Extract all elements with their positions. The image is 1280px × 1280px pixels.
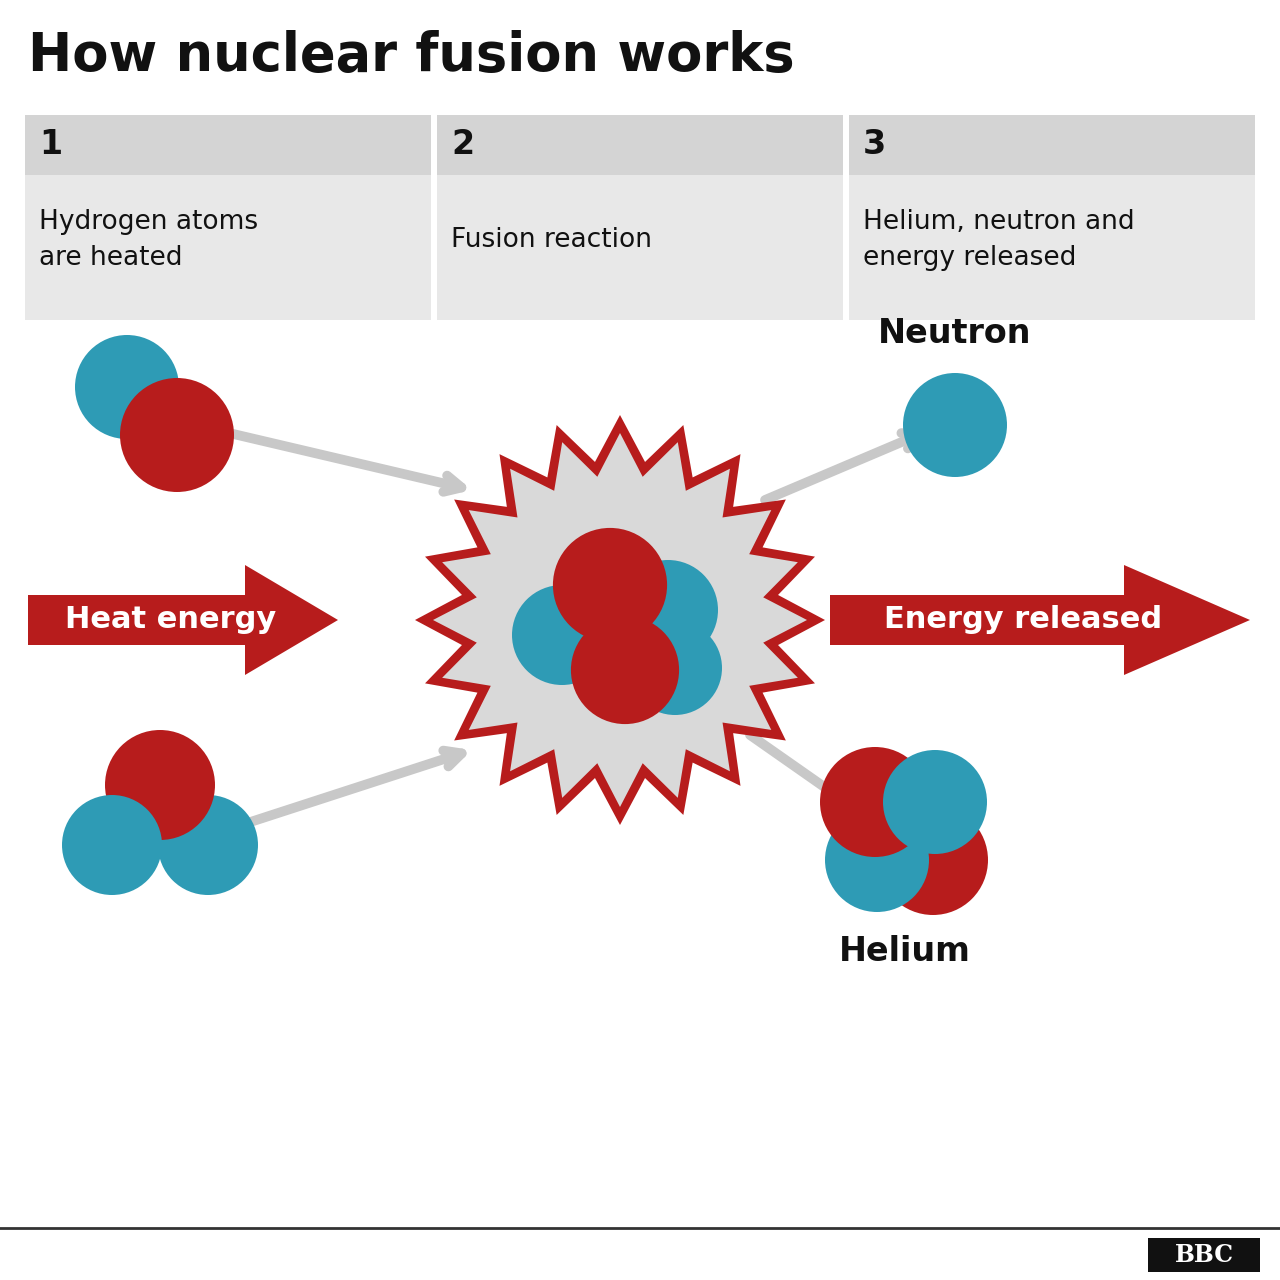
Polygon shape	[1124, 564, 1251, 675]
Text: How nuclear fusion works: How nuclear fusion works	[28, 29, 795, 82]
Text: Heat energy: Heat energy	[65, 605, 276, 635]
Text: 2: 2	[451, 128, 474, 161]
Text: BBC: BBC	[1175, 1243, 1234, 1267]
FancyBboxPatch shape	[436, 115, 844, 175]
FancyBboxPatch shape	[829, 595, 1124, 645]
Text: Energy released: Energy released	[884, 605, 1162, 635]
Circle shape	[573, 618, 677, 722]
FancyBboxPatch shape	[26, 115, 431, 175]
FancyBboxPatch shape	[849, 175, 1254, 320]
Circle shape	[902, 372, 1007, 477]
Circle shape	[105, 730, 215, 840]
Text: Helium, neutron and
energy released: Helium, neutron and energy released	[863, 209, 1134, 271]
Circle shape	[120, 378, 234, 492]
Circle shape	[883, 750, 987, 854]
Text: Fusion reaction: Fusion reaction	[451, 228, 652, 253]
Circle shape	[61, 795, 163, 895]
Polygon shape	[415, 415, 826, 826]
Text: Helium: Helium	[840, 934, 972, 968]
Circle shape	[618, 561, 718, 660]
FancyBboxPatch shape	[28, 595, 244, 645]
Text: Neutron: Neutron	[878, 317, 1032, 349]
Text: Hydrogen atoms
are heated: Hydrogen atoms are heated	[38, 209, 259, 271]
Circle shape	[157, 795, 259, 895]
FancyBboxPatch shape	[436, 175, 844, 320]
Text: 3: 3	[863, 128, 886, 161]
Polygon shape	[244, 564, 338, 675]
Circle shape	[820, 748, 931, 858]
Text: 1: 1	[38, 128, 63, 161]
Polygon shape	[433, 433, 806, 806]
Circle shape	[556, 530, 666, 640]
Circle shape	[512, 585, 612, 685]
Circle shape	[76, 335, 179, 439]
Circle shape	[826, 808, 929, 911]
FancyBboxPatch shape	[26, 175, 431, 320]
Circle shape	[878, 805, 988, 915]
Circle shape	[628, 621, 722, 716]
FancyBboxPatch shape	[849, 115, 1254, 175]
FancyBboxPatch shape	[1148, 1238, 1260, 1272]
